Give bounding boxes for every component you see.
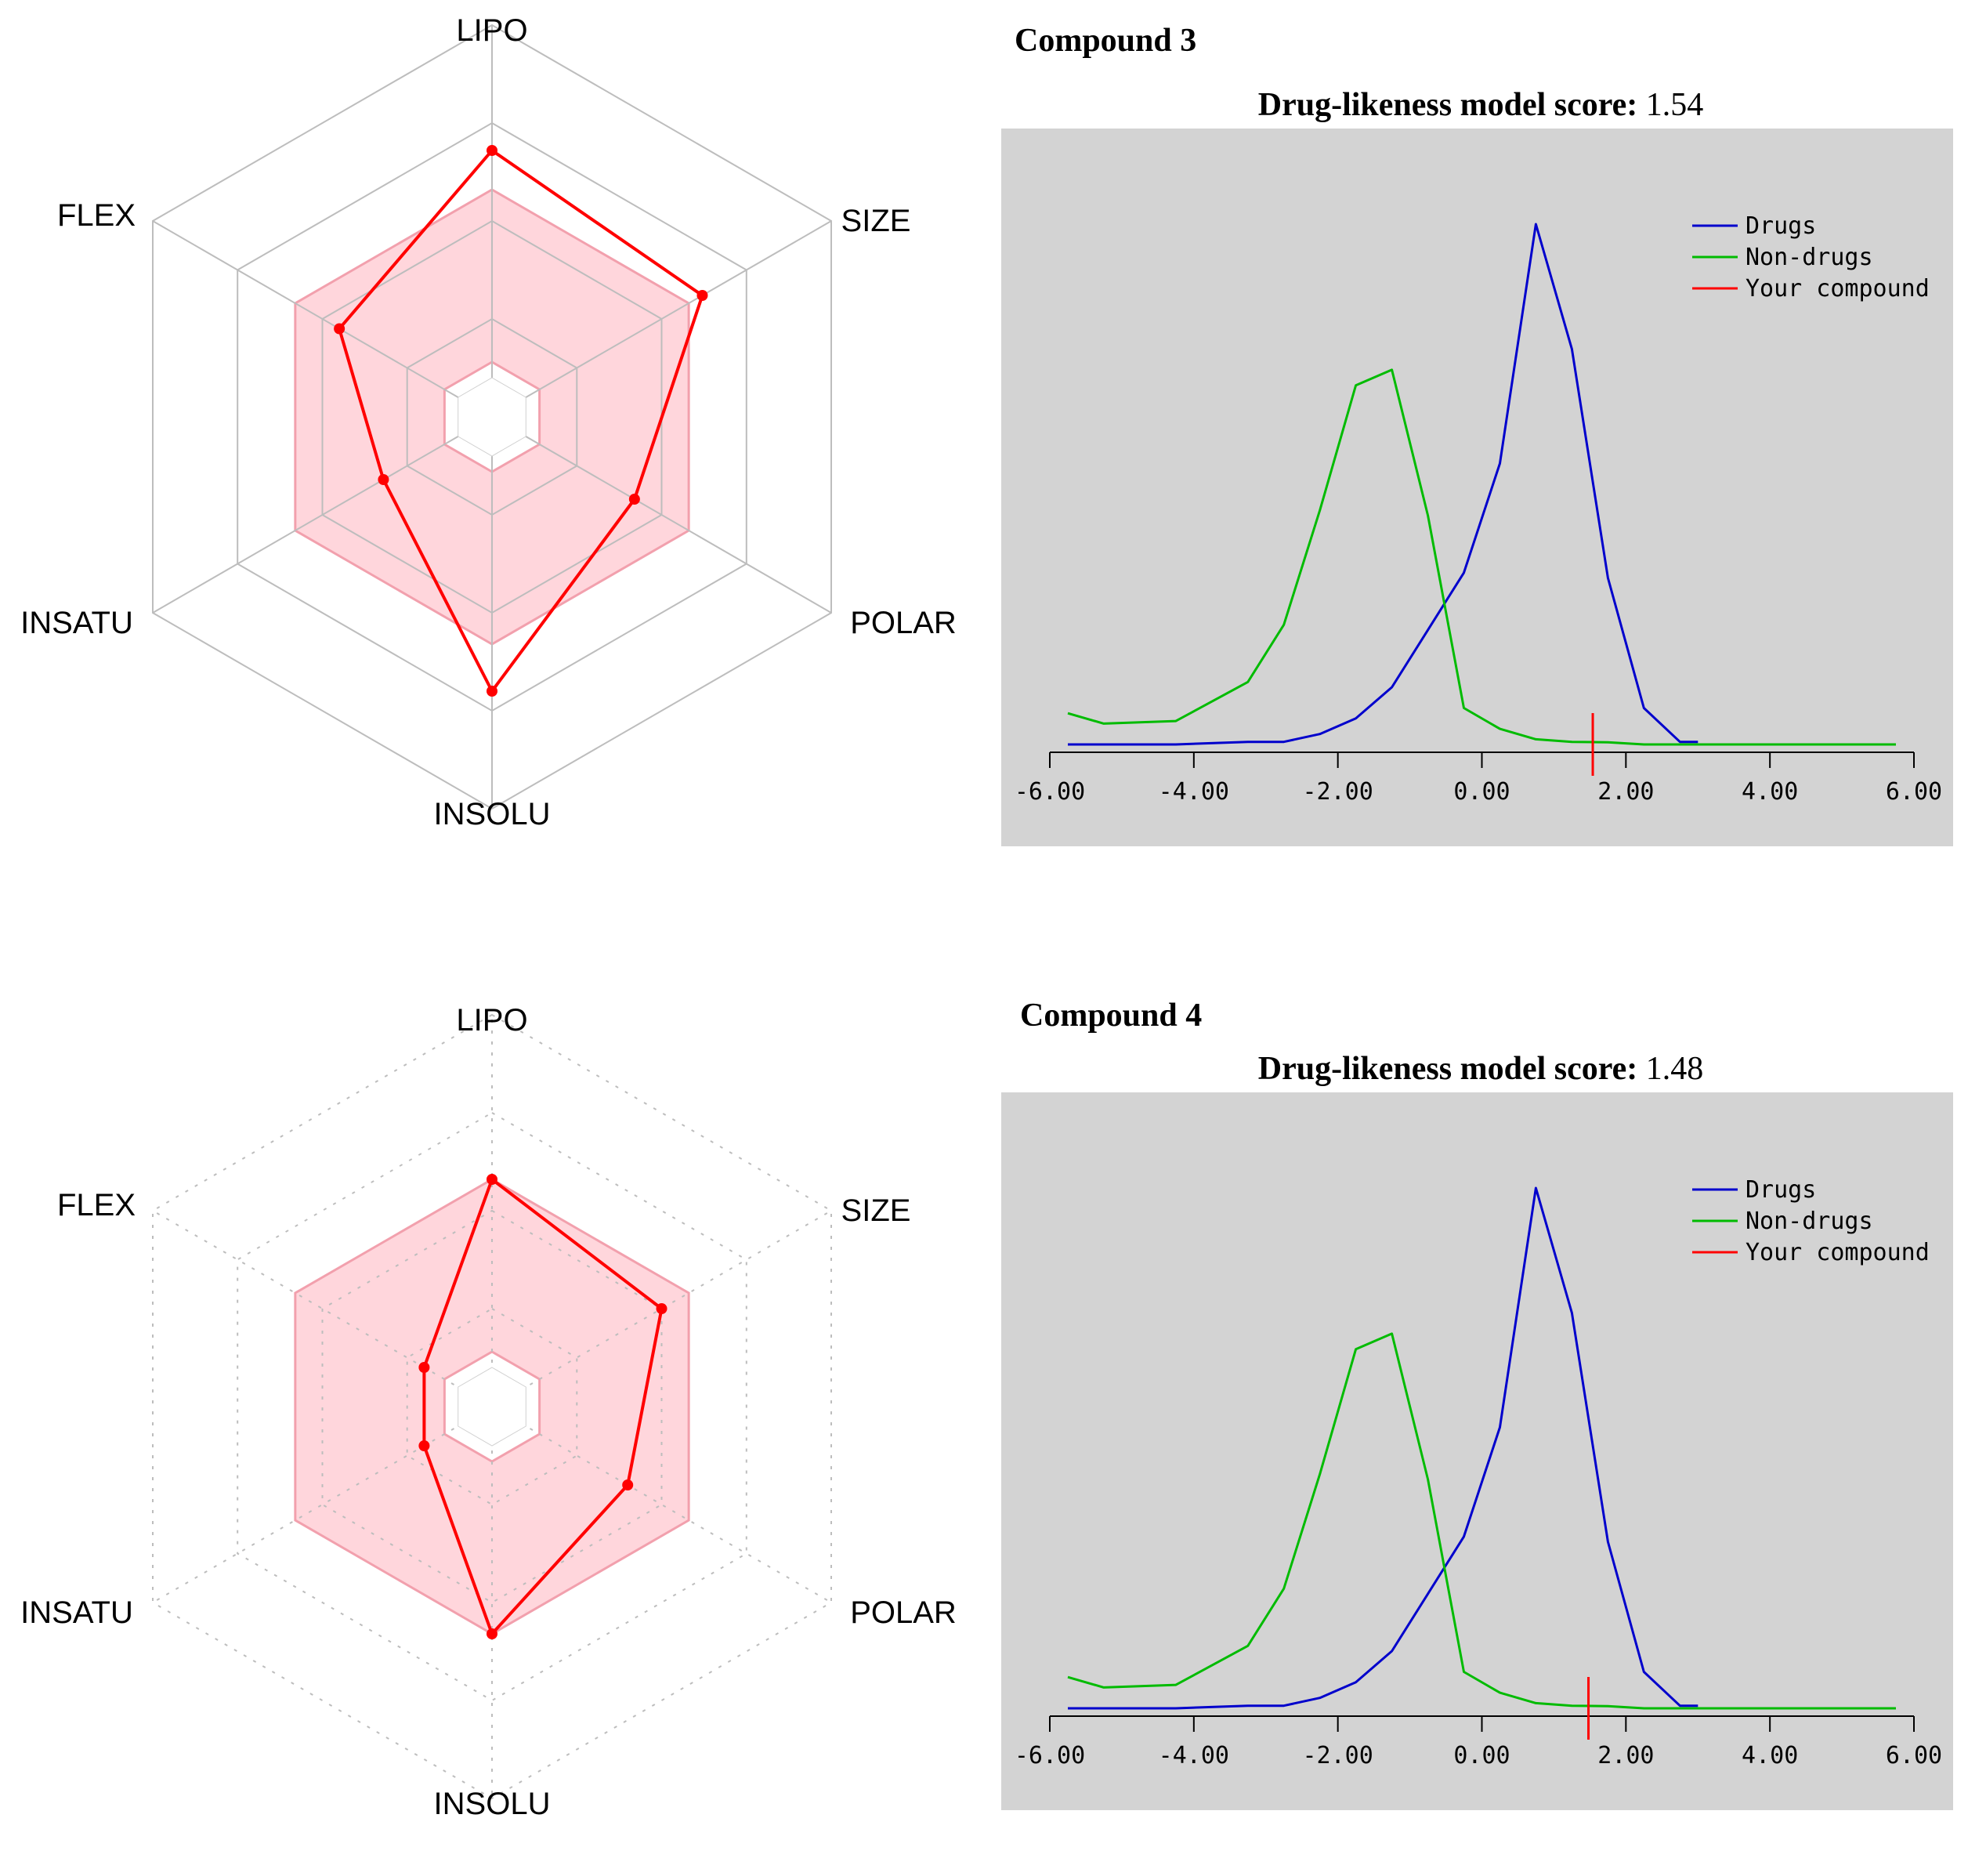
legend-label: Drugs (1746, 1176, 1816, 1204)
axis-label-flex: FLEX (57, 198, 136, 233)
x-tick-label: 4.00 (1742, 1742, 1798, 1769)
axis-label-size: SIZE (841, 204, 911, 238)
score-label: Drug-likeness model score: (1257, 1051, 1638, 1087)
x-tick-label: -6.00 (1015, 778, 1085, 806)
axis-label-polar: POLAR (850, 606, 957, 640)
axis-label-flex: FLEX (57, 1188, 136, 1222)
value-point-insatu (378, 474, 389, 485)
compound-block-4: LIPO SIZE POLAR INSOLU INSATU FLEX Compound 4… (0, 964, 1968, 1876)
axis-label-lipo: LIPO (456, 1003, 527, 1038)
axis-spoke (152, 416, 493, 614)
center-hole (458, 1367, 526, 1447)
x-tick-label: 2.00 (1597, 778, 1654, 806)
score-label: Drug-likeness model score: (1257, 87, 1638, 123)
x-tick-label: 2.00 (1597, 1742, 1654, 1769)
legend-label: Drugs (1746, 212, 1816, 240)
value-point-insolu (487, 686, 497, 697)
value-point-size (696, 290, 708, 301)
value-point-size (656, 1303, 667, 1314)
value-point-lipo (487, 145, 497, 156)
x-tick-label: 6.00 (1886, 1742, 1942, 1769)
radar-chart-compound-4: LIPO SIZE POLAR INSOLU INSATU FLEX (20, 1003, 957, 1821)
grid-ring (152, 1013, 832, 1800)
axis-label-size: SIZE (841, 1193, 911, 1228)
series-line-drugs (1068, 223, 1698, 746)
score-title: Drug-likeness model score: 1.48 (1011, 1050, 1951, 1088)
axis-label-insatu: INSATU (20, 606, 133, 640)
value-point-insolu (487, 1628, 497, 1639)
axis-label-insatu: INSATU (20, 1595, 133, 1630)
x-tick-label: 6.00 (1886, 778, 1942, 806)
x-tick-label: 4.00 (1742, 778, 1798, 806)
score-value: 1.48 (1645, 1051, 1704, 1087)
series-line-non-drugs (1067, 368, 1896, 746)
x-tick-label: -6.00 (1015, 1742, 1085, 1769)
value-point-insatu (418, 1440, 430, 1451)
x-tick-label: -2.00 (1303, 778, 1373, 806)
x-tick-label: 0.00 (1453, 1742, 1510, 1769)
legend-label: Your compound (1746, 275, 1930, 302)
value-point-lipo (487, 1174, 497, 1185)
x-tick-label: -2.00 (1303, 1742, 1373, 1769)
legend-label: Non-drugs (1746, 244, 1873, 271)
axis-spoke (491, 416, 832, 614)
radar-chart-compound-3: LIPO SIZE POLAR INSOLU INSATU FLEX (20, 13, 957, 831)
distribution-chart-compound-4: -6.00 -4.00 -2.00 0.00 2.00 4.00 6.00 Drugs Non-… (1001, 1092, 1953, 1810)
value-point-polar (628, 494, 640, 505)
center-hole (458, 377, 526, 457)
x-tick-label: 0.00 (1453, 778, 1510, 806)
compound-title: Compound 4 (1020, 998, 1203, 1034)
legend-label: Non-drugs (1746, 1208, 1873, 1235)
x-tick-label: -4.00 (1159, 1742, 1229, 1769)
plot-background (1001, 129, 1953, 846)
axis-label-insolu: INSOLU (434, 1787, 551, 1821)
axis-spoke (491, 220, 832, 418)
value-point-polar (622, 1479, 634, 1490)
axis-label-polar: POLAR (850, 1595, 957, 1630)
score-value: 1.54 (1645, 87, 1704, 123)
legend-label: Your compound (1746, 1239, 1930, 1266)
x-tick-label: -4.00 (1159, 778, 1229, 806)
axis-label-lipo: LIPO (456, 13, 527, 48)
plot-background (1001, 1092, 1953, 1810)
axis-spoke (152, 220, 493, 418)
score-title: Drug-likeness model score: 1.54 (1011, 86, 1951, 124)
compound-block-3: LIPO SIZE POLAR INSOLU INSATU FLEX Compound 3… (0, 0, 1968, 912)
series-line-non-drugs (1067, 1332, 1896, 1710)
axis-label-insolu: INSOLU (434, 797, 551, 831)
distribution-chart-compound-3: -6.00 -4.00 -2.00 0.00 2.00 4.00 6.00 Drugs Non-… (1001, 129, 1953, 846)
compound-title: Compound 3 (1015, 23, 1197, 59)
value-point-flex (334, 323, 345, 335)
grid-ring (321, 1209, 663, 1604)
value-point-flex (418, 1362, 430, 1373)
series-line-drugs (1068, 1186, 1698, 1710)
